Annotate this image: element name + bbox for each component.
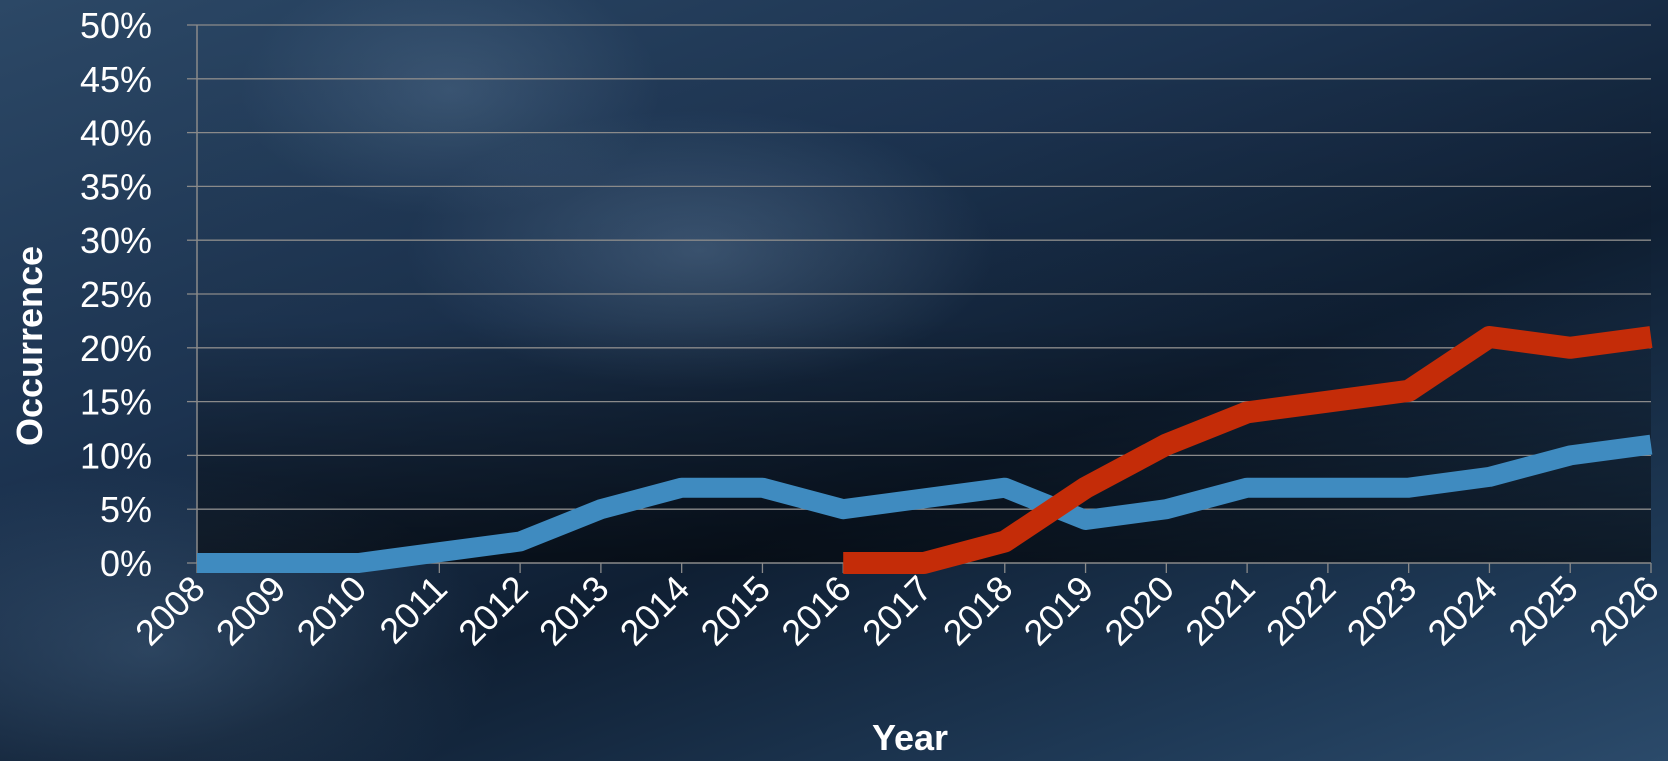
x-tick-labels: 2008200920102011201220132014201520162017… [127, 568, 1667, 654]
x-tick-label: 2026 [1581, 568, 1667, 654]
x-tick-label: 2023 [1339, 568, 1425, 654]
series-line-1 [197, 434, 1653, 573]
y-tick-label: 45% [80, 59, 152, 100]
x-tick-label: 2011 [371, 568, 455, 652]
x-tick-label: 2015 [692, 568, 778, 654]
y-tick-label: 20% [80, 328, 152, 369]
x-tick-label: 2025 [1500, 568, 1586, 654]
x-tick-label: 2018 [935, 568, 1021, 654]
x-tick-label: 2012 [450, 568, 536, 654]
x-tick-label: 2021 [1177, 568, 1263, 654]
x-tick-label: 2020 [1096, 568, 1182, 654]
gridlines [187, 24, 1651, 564]
x-tick-label: 2009 [208, 568, 294, 654]
x-tick-label: 2016 [773, 568, 859, 654]
series-line-2 [843, 326, 1653, 574]
y-tick-label: 0% [100, 543, 152, 584]
y-axis-label: Occurrence [9, 246, 50, 446]
x-tick-label: 2019 [1016, 568, 1102, 654]
y-tick-labels: 0% 5% 10% 15% 20% 25% 30% 35% 40% 45% 50% [80, 5, 152, 584]
x-tick-label: 2013 [531, 568, 617, 654]
y-tick-label: 30% [80, 220, 152, 261]
y-tick-label: 50% [80, 5, 152, 46]
y-tick-label: 10% [80, 435, 152, 476]
x-tick-label: 2017 [854, 568, 940, 654]
x-tick-label: 2010 [289, 568, 375, 654]
series-lines [197, 326, 1653, 574]
x-tick-label: 2022 [1258, 568, 1344, 654]
y-tick-label: 35% [80, 166, 152, 207]
y-tick-label: 5% [100, 489, 152, 530]
y-tick-label: 25% [80, 274, 152, 315]
x-tick-label: 2024 [1419, 568, 1505, 654]
y-tick-label: 40% [80, 113, 152, 154]
x-tick-label: 2014 [612, 568, 698, 654]
y-tick-label: 15% [80, 382, 152, 423]
x-axis-label: Year [872, 717, 948, 758]
